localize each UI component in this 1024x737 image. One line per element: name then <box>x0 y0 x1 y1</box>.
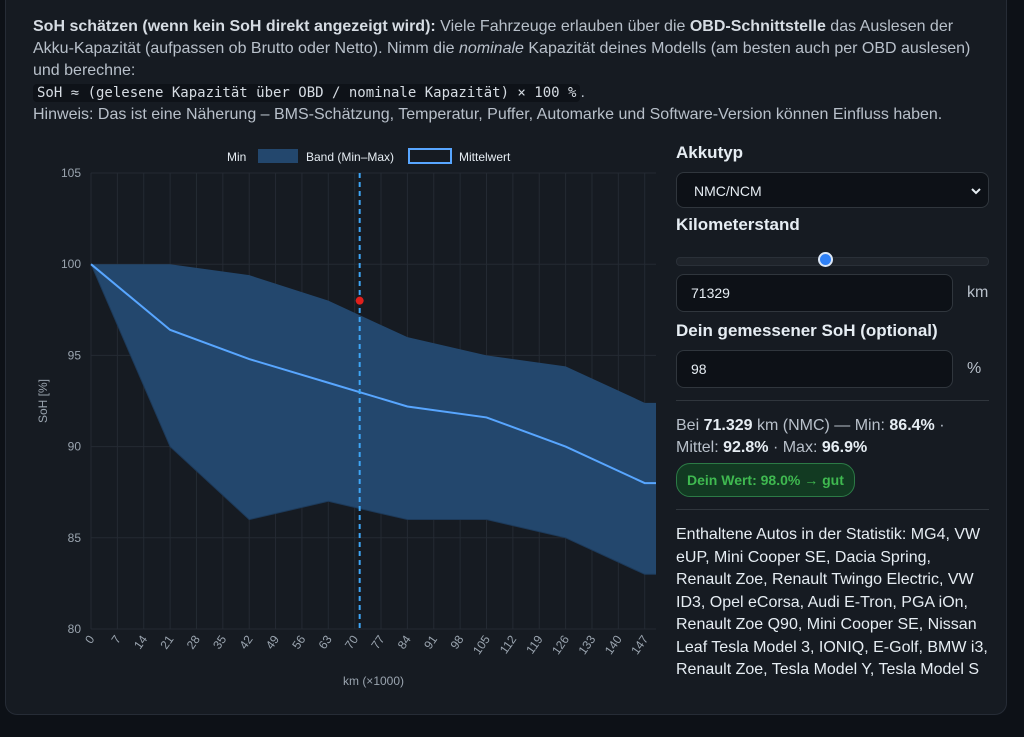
x-tick-label: 133 <box>575 632 598 657</box>
y-tick-label: 105 <box>61 166 81 180</box>
akkutyp-label: Akkutyp <box>676 143 744 162</box>
soh-chart: 80 85 90 95 100 105 0 7 14 21 28 35 42 49 56 63 70 77 84 91… <box>31 140 661 695</box>
x-tick-label: 84 <box>395 632 414 651</box>
divider <box>676 400 989 401</box>
km-slider-thumb[interactable] <box>817 252 833 267</box>
x-tick-label: 112 <box>497 632 520 656</box>
x-tick-label: 7 <box>109 632 124 646</box>
stats-label: · Mittel: <box>676 417 945 456</box>
soh-intro: SoH schätzen (wenn kein SoH direkt angez… <box>33 16 993 126</box>
stats-label: Bei <box>676 417 704 434</box>
x-tick-label: 140 <box>602 632 625 657</box>
soh-label: Dein gemessener SoH (optional) <box>676 321 938 340</box>
y-tick-label: 100 <box>61 257 81 271</box>
obd-label: OBD-Schnittstelle <box>689 18 826 35</box>
x-tick-label: 119 <box>523 632 546 656</box>
legend-label: Min <box>227 150 246 164</box>
akkutyp-select[interactable]: NMC/NCM <box>676 172 989 208</box>
x-axis-label: km (×1000) <box>343 674 404 688</box>
soh-formula: SoH ≈ (gelesene Kapazität über OBD / nom… <box>33 84 581 102</box>
legend-swatch <box>258 149 298 163</box>
km-input[interactable]: 71329 <box>676 274 953 312</box>
x-tick-label: 14 <box>131 632 150 651</box>
akkutyp-value: NMC/NCM <box>694 183 762 199</box>
soh-input[interactable]: 98 <box>676 350 953 388</box>
chart-svg: 80 85 90 95 100 105 0 7 14 21 28 35 42 49 56 63 70 77 84 91… <box>36 148 656 688</box>
km-slider[interactable] <box>676 244 989 274</box>
x-tick-label: 28 <box>184 632 203 651</box>
cars-list: Enthaltene Autos in der Statistik: MG4, … <box>676 526 988 678</box>
chevron-down-icon <box>970 173 982 223</box>
x-tick-label: 105 <box>470 632 493 657</box>
formula-end: . <box>580 84 585 101</box>
x-tick-label: 91 <box>421 632 440 651</box>
x-tick-label: 0 <box>82 632 97 646</box>
km-unit: km <box>967 284 989 301</box>
nominal-word: nominale <box>458 40 524 57</box>
x-tick-label: 70 <box>342 632 361 651</box>
stats-label: km (NMC) — Min: <box>752 417 890 434</box>
x-tick-label: 49 <box>263 632 282 651</box>
y-tick-label: 90 <box>68 440 82 454</box>
intro-heading: SoH schätzen (wenn kein SoH direkt angez… <box>33 18 436 35</box>
user-soh-point <box>355 296 364 305</box>
x-tick-label: 35 <box>210 632 229 651</box>
stats-min: 86.4% <box>889 417 935 434</box>
x-tick-label: 147 <box>628 632 651 657</box>
controls-panel: Akkutyp NMC/NCM Kilometerstand 71329 km … <box>676 142 989 682</box>
band-area <box>91 264 656 575</box>
intro-text: das Auslesen der Akku-Kapazität (aufpass… <box>33 18 954 57</box>
stats-km: 71.329 <box>703 417 753 434</box>
legend-swatch <box>408 148 452 164</box>
x-tick-label: 98 <box>447 632 466 651</box>
x-tick-label: 42 <box>237 632 256 651</box>
stats-text: Bei 71.329 km (NMC) — Min: 86.4% · Mitte… <box>676 415 989 497</box>
min-line <box>90 264 656 575</box>
y-tick-label: 85 <box>68 531 82 545</box>
soh-card: SoH schätzen (wenn kein SoH direkt angez… <box>5 0 1007 715</box>
km-label: Kilometerstand <box>676 215 800 234</box>
x-tick-label: 77 <box>368 632 387 651</box>
intro-text: Viele Fahrzeuge erlauben über die <box>435 18 690 35</box>
divider <box>676 509 989 510</box>
soh-unit: % <box>967 360 982 377</box>
x-tick-label: 21 <box>157 632 176 651</box>
stats-mean: 92.8% <box>723 439 769 456</box>
legend-label: Mittelwert <box>459 150 511 164</box>
intro-text: Kapazität deines Modells (am besten auch… <box>33 40 971 79</box>
soh-rating-badge: Dein Wert: 98.0% → gut <box>676 463 855 497</box>
y-tick-label: 80 <box>68 622 82 636</box>
x-tick-label: 126 <box>549 632 572 657</box>
y-tick-label: 95 <box>68 348 82 362</box>
legend-label: Band (Min–Max) <box>306 150 394 164</box>
x-tick-label: 56 <box>289 632 308 651</box>
legend-swatch <box>181 149 221 163</box>
y-axis-label: SoH [%] <box>36 379 50 423</box>
stats-max: 96.9% <box>821 439 868 456</box>
intro-hint: Hinweis: Das ist eine Näherung – BMS-Sch… <box>33 106 943 123</box>
mean-line <box>90 263 656 485</box>
stats-label: · Max: <box>768 439 822 456</box>
x-tick-label: 63 <box>316 632 335 651</box>
